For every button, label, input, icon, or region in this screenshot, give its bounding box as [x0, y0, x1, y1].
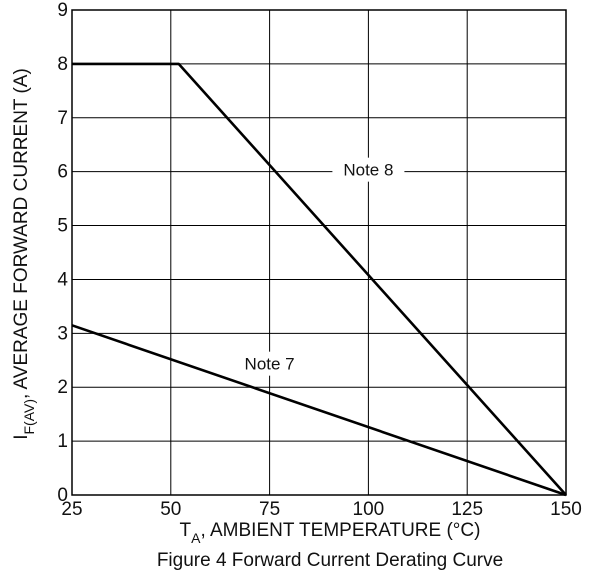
annotation-label: Note 8 — [343, 161, 393, 180]
y-axis-label-rest: , AVERAGE FORWARD CURRENT (A) — [11, 68, 32, 399]
y-tick-label: 8 — [57, 54, 68, 75]
y-tick-label: 2 — [57, 377, 68, 398]
figure-caption: Figure 4 Forward Current Derating Curve — [157, 550, 503, 571]
y-tick-label: 0 — [57, 485, 68, 506]
annotation-0: Note 8 — [332, 157, 405, 182]
x-axis-label: TA, AMBIENT TEMPERATURE (°C) — [180, 520, 481, 546]
series-line-1 — [71, 324, 567, 497]
grid — [71, 9, 567, 496]
series-line-0 — [72, 62, 567, 496]
tick-labels: 25 50 75 100 125 150 0 1 2 3 4 5 6 7 8 9 — [57, 0, 581, 520]
annotation-bg — [332, 157, 405, 182]
y-tick-label: 3 — [57, 323, 68, 344]
x-tick-label: 125 — [451, 499, 483, 520]
y-axis-label-sub: F(AV) — [21, 399, 37, 435]
x-tick-label: 25 — [61, 499, 82, 520]
annotation-label: Note 7 — [245, 355, 295, 374]
annotation-1: Note 7 — [233, 351, 306, 376]
plot-frame — [71, 9, 567, 496]
x-axis-label-main: T — [180, 520, 192, 541]
y-axis-label-main: I — [11, 435, 32, 440]
x-tick-label: 50 — [160, 499, 181, 520]
y-tick-label: 5 — [57, 216, 68, 237]
annotations: Note 8 Note 7 — [233, 157, 405, 376]
x-tick-label: 100 — [353, 499, 385, 520]
y-tick-label: 1 — [57, 431, 68, 452]
y-tick-label: 4 — [57, 269, 68, 290]
x-axis-label-rest: , AMBIENT TEMPERATURE (°C) — [200, 520, 480, 541]
annotation-bg — [233, 351, 306, 376]
y-tick-label: 6 — [57, 162, 68, 183]
y-tick-label: 7 — [57, 108, 68, 129]
x-tick-label: 75 — [259, 499, 280, 520]
y-tick-label: 9 — [57, 0, 68, 21]
x-axis-label-sub: A — [191, 530, 201, 546]
x-tick-label: 150 — [550, 499, 582, 520]
y-axis-label: IF(AV), AVERAGE FORWARD CURRENT (A) — [11, 68, 37, 440]
curves — [71, 62, 567, 497]
